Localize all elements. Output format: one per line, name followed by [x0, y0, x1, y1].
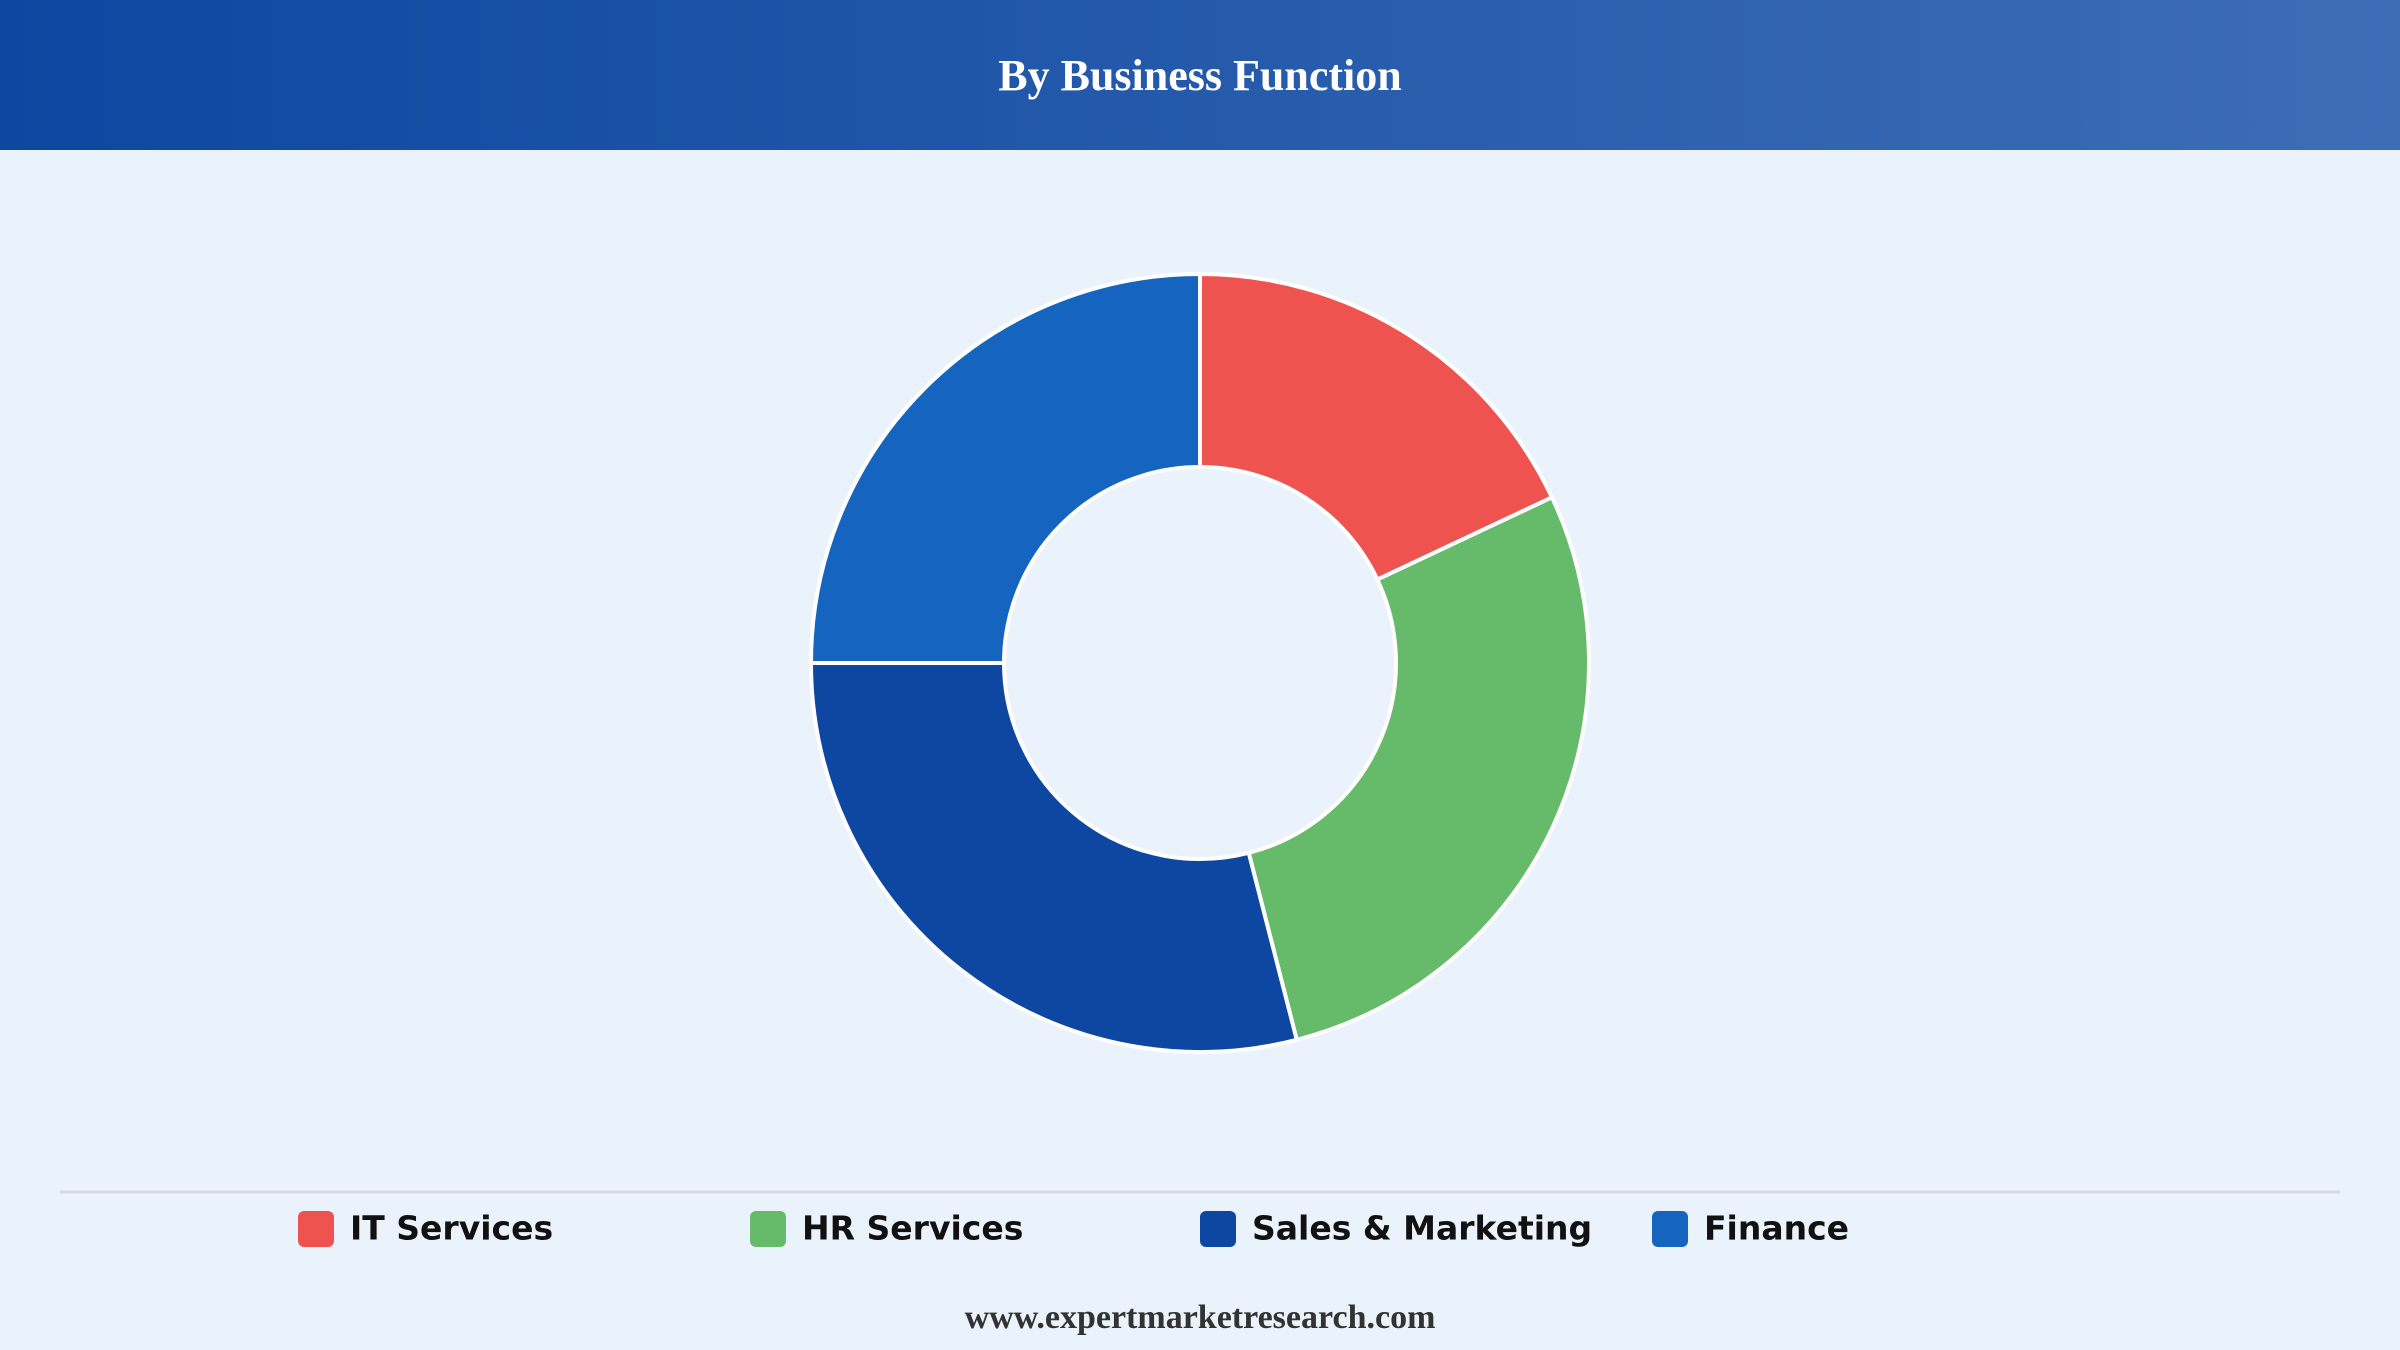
legend-swatch	[1200, 1211, 1236, 1247]
donut-segment	[808, 661, 1300, 1054]
legend-label: HR Services	[802, 1209, 1023, 1248]
legend-swatch	[1652, 1211, 1688, 1247]
header-bar	[0, 0, 2400, 150]
donut-segment	[1246, 494, 1591, 1043]
legend-swatch	[298, 1211, 334, 1247]
source: www.expertmarketresearch.com	[965, 1299, 1436, 1336]
donut-segment	[808, 271, 1202, 665]
chart-title: By Business Function	[998, 51, 1401, 100]
donut-segment	[1198, 271, 1555, 583]
legend-label: Finance	[1704, 1209, 1849, 1248]
legend-swatch	[750, 1211, 786, 1247]
legend-label: Sales & Marketing	[1252, 1209, 1592, 1248]
legend-label: IT Services	[350, 1209, 553, 1248]
